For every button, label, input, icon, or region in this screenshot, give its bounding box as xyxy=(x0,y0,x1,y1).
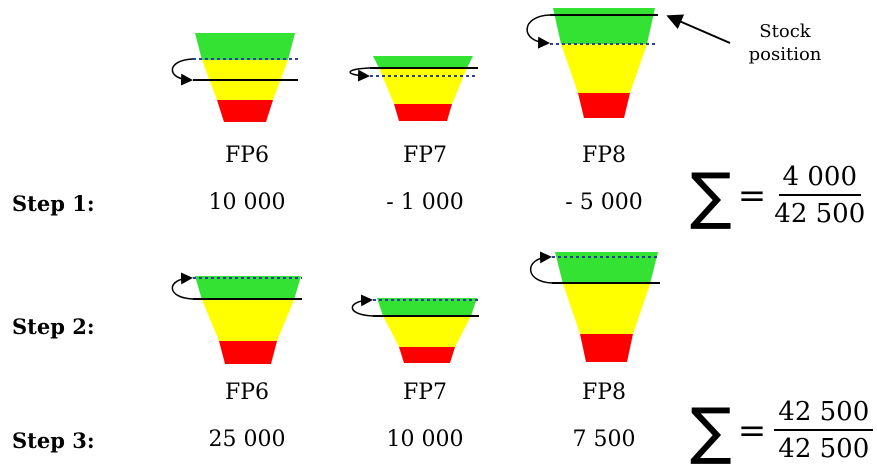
step3-label: Step 3: xyxy=(12,428,95,453)
step3-fp8-value: 7 500 xyxy=(572,427,636,452)
step3-fp7-value: 10 000 xyxy=(386,427,464,452)
curved-arrow-icon xyxy=(171,272,194,300)
red-zone xyxy=(217,100,273,122)
note-line-2: position xyxy=(748,44,822,65)
fp6-label-2: FP6 xyxy=(224,380,270,405)
red-zone xyxy=(580,334,633,362)
curved-arrow-icon xyxy=(171,58,194,86)
sum-formula-step1: ∑ = 4 000 42 500 xyxy=(690,162,865,229)
green-zone xyxy=(373,56,473,68)
equals-sign: = xyxy=(737,410,767,451)
fp8-label: FP8 xyxy=(581,143,627,168)
sigma-icon: ∑ xyxy=(690,158,732,232)
step1-fp6-value: 10 000 xyxy=(208,190,286,215)
yellow-zone xyxy=(383,316,471,347)
yellow-zone xyxy=(563,284,650,334)
fp7-label: FP7 xyxy=(402,143,448,168)
buffer-fp6-step3 xyxy=(171,272,302,364)
buffer-fp7-step1 xyxy=(349,56,478,121)
curved-arrow-icon xyxy=(526,14,551,49)
yellow-zone xyxy=(379,68,467,104)
fraction: 4 000 42 500 xyxy=(774,162,865,229)
step1-fp8-value: - 5 000 xyxy=(565,190,643,215)
denominator: 42 500 xyxy=(774,199,866,229)
step1-label: Step 1: xyxy=(12,191,95,216)
green-zone xyxy=(553,8,655,44)
curved-arrow-icon xyxy=(529,251,553,284)
sum-formula-step3: ∑ = 42 500 42 500 xyxy=(690,393,874,467)
red-zone xyxy=(394,104,452,121)
curved-arrow-icon xyxy=(351,294,374,317)
buffer-fp8-step3 xyxy=(529,251,660,362)
buffer-fp6-step1 xyxy=(171,33,298,122)
note-line-1: Stock xyxy=(759,21,811,42)
annotation-arrow-icon xyxy=(666,14,731,44)
fp6-label: FP6 xyxy=(224,143,270,168)
sigma-icon: ∑ xyxy=(690,393,732,467)
numerator: 4 000 xyxy=(778,162,861,196)
fp8-label-2: FP8 xyxy=(581,380,627,405)
numerator: 42 500 xyxy=(774,397,874,431)
red-zone xyxy=(399,347,455,363)
step2-label: Step 2: xyxy=(12,314,95,339)
green-zone xyxy=(195,276,301,300)
denominator: 42 500 xyxy=(778,434,870,464)
stock-position-note: Stock position xyxy=(730,20,840,66)
fp7-label-2: FP7 xyxy=(402,380,448,405)
buffer-fp7-step3 xyxy=(351,294,479,363)
green-zone xyxy=(195,33,295,60)
step3-fp6-value: 25 000 xyxy=(208,427,286,452)
red-zone xyxy=(219,341,277,364)
step1-fp7-value: - 1 000 xyxy=(386,190,464,215)
green-zone xyxy=(555,252,658,284)
red-zone xyxy=(578,93,630,118)
equals-sign: = xyxy=(737,175,767,216)
green-zone xyxy=(377,298,477,316)
fraction: 42 500 42 500 xyxy=(774,397,874,464)
curved-arrow-icon xyxy=(349,67,371,82)
yellow-zone xyxy=(202,300,294,341)
yellow-zone xyxy=(561,44,647,93)
buffer-fp8-step1 xyxy=(526,8,731,118)
